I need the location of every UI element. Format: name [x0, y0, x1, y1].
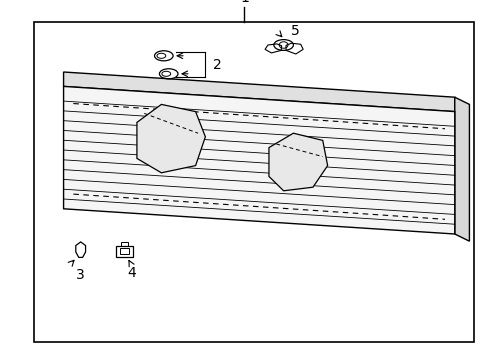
Text: 1: 1 [240, 0, 248, 5]
Polygon shape [268, 133, 327, 191]
Text: 3: 3 [76, 268, 85, 282]
Text: 4: 4 [127, 266, 136, 280]
Polygon shape [63, 72, 454, 112]
Bar [121, 242, 128, 246]
Bar [34, 22, 473, 342]
Polygon shape [454, 97, 468, 241]
Bar [120, 248, 129, 254]
Polygon shape [63, 86, 454, 234]
Text: 2: 2 [212, 58, 221, 72]
Polygon shape [137, 104, 205, 173]
Text: 5: 5 [290, 24, 299, 38]
Bar [116, 246, 133, 257]
